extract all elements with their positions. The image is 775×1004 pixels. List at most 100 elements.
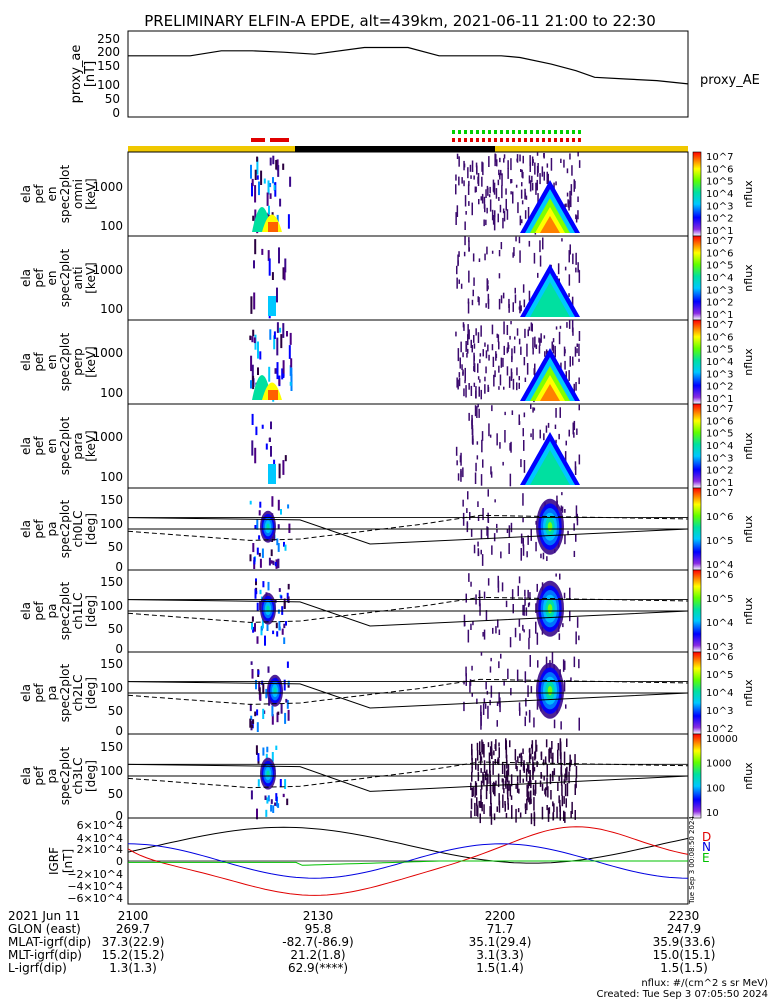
flux-pixel xyxy=(546,777,548,791)
flux-pixel xyxy=(470,798,473,810)
flux-pixel xyxy=(277,543,280,552)
colorbar-label: nflux xyxy=(742,432,755,460)
flux-pixel xyxy=(477,516,480,521)
flux-pixel xyxy=(267,795,270,802)
flux-pixel xyxy=(487,187,489,196)
flux-pixel xyxy=(465,673,467,686)
flux-pixel xyxy=(473,363,476,373)
flux-pixel xyxy=(527,207,530,220)
ytick-label: 100 xyxy=(100,470,123,484)
flux-pixel xyxy=(282,267,285,280)
flux-pixel xyxy=(275,622,278,629)
flux-pixel xyxy=(269,329,272,340)
flux-pixel xyxy=(518,702,521,711)
flux-pixel xyxy=(266,192,269,206)
flux-pixel xyxy=(526,343,528,357)
flux-pixel xyxy=(256,156,259,162)
flux-pixel xyxy=(501,173,503,186)
flux-pixel xyxy=(523,629,525,633)
flux-pixel xyxy=(476,797,478,806)
flux-pixel xyxy=(528,240,531,247)
flux-pixel xyxy=(565,371,567,379)
spectrogram-data xyxy=(127,152,689,827)
flux-pixel xyxy=(459,455,462,463)
ylabel: en xyxy=(45,439,59,454)
ytick-label: 1000 xyxy=(92,346,123,360)
flux-pixel xyxy=(551,771,554,778)
flux-pixel xyxy=(263,178,266,184)
flux-pixel xyxy=(519,707,521,716)
flux-pixel xyxy=(253,337,256,344)
flux-pixel xyxy=(498,250,501,257)
cell: 35.9(33.6) xyxy=(653,935,716,949)
flux-pixel xyxy=(258,552,261,557)
flux-pixel xyxy=(571,296,574,309)
legend-e: E xyxy=(702,851,710,865)
ylabel: IGRF xyxy=(47,847,61,875)
flux-pixel xyxy=(504,430,506,443)
ytick-label: 150 xyxy=(100,740,123,754)
flux-pixel xyxy=(522,537,524,547)
flux-pixel xyxy=(493,783,496,793)
flux-pixel xyxy=(269,183,272,188)
flux-pixel xyxy=(260,170,263,185)
energy-spectrogram-panels: ela pef en spec2plot omni [keV] 1000 100… xyxy=(19,151,689,489)
flux-pixel xyxy=(464,221,466,230)
flux-pixel xyxy=(283,623,286,629)
flux-pixel xyxy=(567,530,569,536)
flux-pixel xyxy=(501,185,503,199)
flux-pixel xyxy=(520,346,522,355)
flux-pixel xyxy=(284,258,287,273)
flux-pixel xyxy=(252,329,255,337)
flux-pixel xyxy=(476,441,479,445)
flux-pixel xyxy=(489,666,492,673)
flux-pixel xyxy=(481,802,483,812)
flux-pixel xyxy=(259,351,262,360)
flux-pixel xyxy=(524,589,526,597)
flux-pixel xyxy=(566,738,568,747)
flux-pixel xyxy=(563,159,565,168)
flux-pixel xyxy=(512,604,514,614)
flux-pixel xyxy=(520,169,522,172)
flux-pixel xyxy=(546,171,548,184)
flux-pixel xyxy=(568,370,570,381)
flux-pixel xyxy=(480,474,483,486)
flux-pixel xyxy=(473,175,475,180)
anti-loss-cone-line xyxy=(127,596,689,623)
flux-pixel xyxy=(518,306,521,310)
flux-pixel xyxy=(497,213,499,223)
flux-pixel xyxy=(578,358,580,362)
flux-pixel xyxy=(273,335,276,350)
flux-pixel xyxy=(550,158,553,171)
flux-pixel xyxy=(575,252,577,265)
panel-frame xyxy=(127,235,689,321)
flux-pixel xyxy=(283,267,286,281)
flux-region xyxy=(266,770,270,777)
flux-pixel xyxy=(481,439,483,453)
flux-pixel xyxy=(535,603,537,613)
flux-pixel xyxy=(484,342,486,347)
flux-pixel xyxy=(257,367,259,375)
flux-pixel xyxy=(522,517,524,523)
flux-pixel xyxy=(574,784,576,795)
flux-pixel xyxy=(564,811,566,823)
ylabel: pef xyxy=(32,601,46,621)
flux-pixel xyxy=(509,637,512,648)
flux-pixel xyxy=(493,781,495,795)
ytick-label: 100 xyxy=(100,219,123,233)
flux-pixel xyxy=(269,157,272,166)
flux-pixel xyxy=(472,438,474,445)
flux-pixel xyxy=(485,303,487,308)
flux-pixel xyxy=(277,165,280,177)
flux-pixel xyxy=(536,632,539,645)
flux-pixel xyxy=(505,600,508,608)
flux-pixel xyxy=(254,169,257,180)
flux-pixel xyxy=(261,424,264,429)
flux-pixel xyxy=(471,428,474,435)
ylabel: pef xyxy=(32,683,46,703)
flux-pixel xyxy=(503,211,506,222)
flux-pixel xyxy=(270,446,272,457)
flux-pixel xyxy=(265,443,268,450)
flux-pixel xyxy=(557,749,559,764)
